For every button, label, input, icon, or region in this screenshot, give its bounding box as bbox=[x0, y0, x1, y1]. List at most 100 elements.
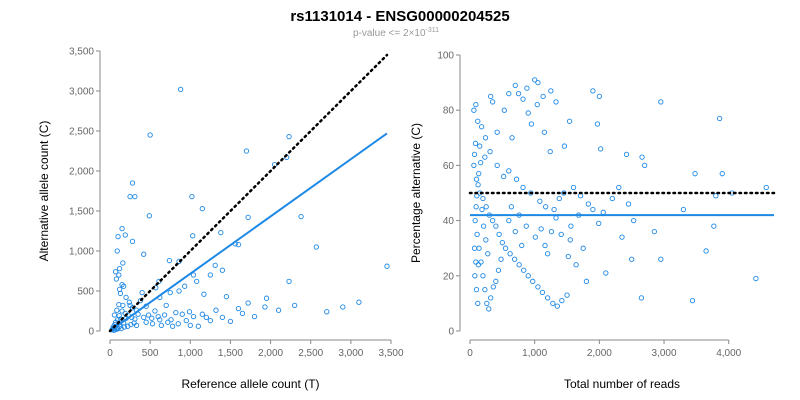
chart-title: rs1131014 - ENSG00000204525 bbox=[290, 8, 509, 25]
right-data-point bbox=[513, 176, 520, 182]
right-data-point bbox=[641, 162, 648, 169]
right-data-point bbox=[566, 118, 573, 124]
right-data-point bbox=[551, 206, 557, 213]
right-data-point bbox=[512, 82, 518, 89]
left-data-point bbox=[119, 281, 125, 288]
right-data-point bbox=[476, 171, 482, 177]
right-data-point bbox=[493, 278, 499, 284]
right-data-point bbox=[473, 259, 479, 265]
right-data-point bbox=[556, 195, 562, 202]
left-reference-line bbox=[108, 53, 389, 333]
right-data-point bbox=[516, 262, 522, 268]
right-data-point bbox=[596, 93, 603, 100]
left-data-point bbox=[213, 307, 219, 313]
right-data-point bbox=[658, 99, 664, 105]
left-data-point bbox=[183, 317, 189, 324]
left-data-point bbox=[143, 319, 149, 325]
right-data-point bbox=[711, 223, 717, 229]
left-data-point bbox=[137, 297, 144, 304]
right-data-point bbox=[495, 267, 502, 273]
right-data-point bbox=[534, 102, 540, 108]
left-data-point bbox=[116, 313, 122, 319]
left-data-point bbox=[114, 307, 120, 313]
subtitle-exponent: -311 bbox=[426, 27, 440, 34]
left-data-point bbox=[155, 313, 161, 320]
right-x-tick-label: 0 bbox=[467, 348, 473, 359]
left-data-point bbox=[199, 311, 205, 317]
left-data-point bbox=[218, 229, 224, 236]
left-data-point bbox=[115, 233, 121, 240]
right-y-tick-label: 60 bbox=[443, 161, 455, 172]
chart-subtitle: p-value <= 2×10-311 bbox=[353, 27, 439, 39]
left-data-point bbox=[123, 294, 129, 301]
left-y-tick-label: 2,500 bbox=[69, 127, 94, 138]
right-data-point bbox=[471, 162, 477, 169]
right-data-point bbox=[544, 251, 551, 257]
right-data-point bbox=[472, 273, 478, 279]
left-data-point bbox=[116, 286, 123, 293]
left-data-point bbox=[149, 315, 155, 321]
right-data-point bbox=[478, 124, 485, 130]
left-data-point bbox=[127, 193, 133, 200]
left-x-tick-label: 1,000 bbox=[178, 348, 203, 359]
right-data-point bbox=[502, 245, 509, 251]
right-data-point bbox=[594, 121, 601, 127]
left-data-point bbox=[139, 289, 145, 296]
right-data-point bbox=[550, 300, 556, 307]
right-data-point bbox=[538, 226, 544, 232]
right-data-point bbox=[475, 300, 481, 307]
left-data-point bbox=[239, 310, 246, 317]
right-data-point bbox=[573, 262, 579, 268]
right-data-point bbox=[471, 151, 478, 158]
right-data-point bbox=[535, 284, 541, 290]
right-data-point bbox=[494, 162, 500, 169]
right-data-point bbox=[638, 295, 645, 301]
left-data-point bbox=[173, 309, 179, 316]
right-data-point bbox=[565, 253, 571, 260]
right-data-point bbox=[689, 297, 696, 304]
right-data-point bbox=[489, 99, 496, 105]
left-data-point bbox=[187, 322, 193, 329]
right-data-point bbox=[471, 245, 478, 251]
left-data-point bbox=[243, 148, 250, 154]
left-data-point bbox=[129, 238, 136, 245]
left-data-point bbox=[152, 308, 158, 314]
right-data-point bbox=[590, 206, 596, 213]
left-data-point bbox=[111, 312, 118, 318]
left-data-point bbox=[113, 276, 120, 282]
right-data-point bbox=[506, 90, 512, 97]
right-data-point bbox=[487, 148, 493, 155]
right-data-point bbox=[471, 107, 477, 113]
right-data-point bbox=[525, 273, 531, 279]
right-data-point bbox=[561, 143, 568, 149]
right-data-point bbox=[506, 217, 512, 224]
left-data-point bbox=[324, 309, 330, 315]
left-y-tick-label: 1,000 bbox=[69, 247, 94, 258]
right-data-point bbox=[498, 256, 504, 262]
left-data-point bbox=[219, 314, 226, 321]
left-data-point bbox=[121, 324, 128, 330]
right-data-point bbox=[488, 93, 494, 100]
right-data-point bbox=[478, 259, 484, 265]
left-data-point bbox=[286, 133, 292, 140]
right-data-point bbox=[703, 248, 709, 254]
right-x-axis-title: Total number of reads bbox=[564, 377, 680, 391]
right-y-tick-label: 0 bbox=[448, 327, 454, 338]
left-x-tick-label: 1,500 bbox=[218, 348, 243, 359]
right-data-point bbox=[482, 154, 488, 160]
left-y-axis-title: Alternative allele count (C) bbox=[37, 121, 51, 262]
right-data-point bbox=[623, 151, 630, 158]
left-data-point bbox=[141, 314, 147, 321]
left-data-point bbox=[384, 263, 390, 269]
right-data-point bbox=[630, 217, 637, 224]
right-data-point bbox=[493, 223, 499, 229]
right-data-point bbox=[542, 242, 548, 249]
left-data-point bbox=[207, 272, 214, 278]
left-x-tick-label: 3,500 bbox=[378, 348, 403, 359]
left-data-point bbox=[199, 205, 205, 212]
right-data-point bbox=[537, 198, 543, 204]
right-data-point bbox=[558, 231, 564, 238]
right-data-point bbox=[496, 231, 502, 238]
right-data-point bbox=[477, 143, 483, 149]
